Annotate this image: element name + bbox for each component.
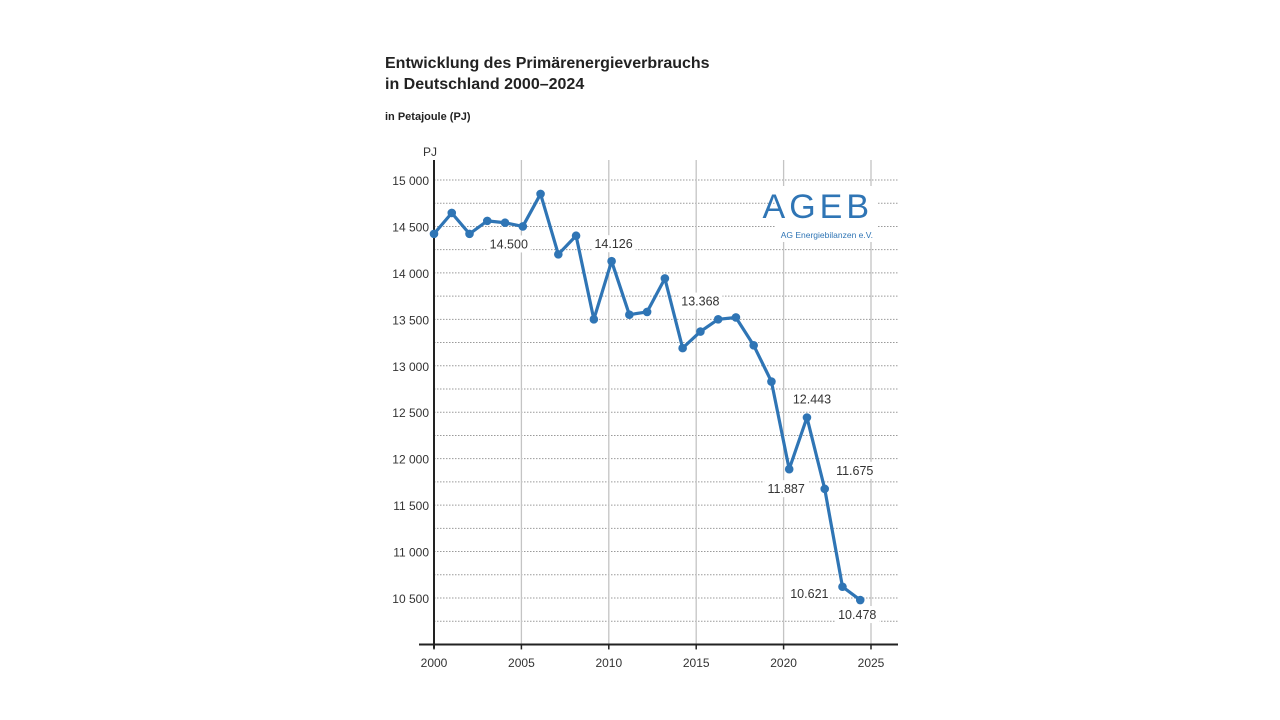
y-tick-label: 12 000 <box>392 453 429 467</box>
y-tick-label: 13 000 <box>392 360 429 374</box>
data-label-background <box>764 480 809 498</box>
data-point-2000 <box>429 229 439 239</box>
data-label-2005: 14.500 <box>490 237 528 251</box>
data-point-2012 <box>642 307 652 317</box>
y-tick-label: 10 500 <box>392 592 429 606</box>
data-point-2016 <box>713 315 723 324</box>
data-label-background <box>784 584 829 602</box>
chart-title: Entwicklung des Primärenergieverbrauchs … <box>385 53 710 95</box>
data-point-2019 <box>767 377 776 386</box>
data-point-2021 <box>802 413 812 422</box>
logo-background <box>776 186 878 242</box>
data-point-2009 <box>589 315 599 324</box>
data-label-2020: 11.887 <box>768 482 805 496</box>
x-tick-label: 2005 <box>508 656 535 670</box>
y-tick-label: 12 500 <box>392 406 429 420</box>
data-label-background <box>591 235 636 253</box>
data-point-2010 <box>607 256 616 266</box>
x-tick-label: 2000 <box>421 656 448 670</box>
data-point-2014 <box>678 343 687 353</box>
title-line-1: Entwicklung des Primärenergieverbrauchs <box>385 55 710 72</box>
data-point-2020 <box>784 464 794 474</box>
data-point-2015 <box>696 327 705 336</box>
data-point-2018 <box>749 341 758 350</box>
ageb-logo: AGEB <box>763 188 873 226</box>
data-point-2003 <box>482 216 492 226</box>
data-point-2005 <box>518 222 528 231</box>
x-tick-label: 2020 <box>770 656 797 670</box>
data-point-2007 <box>554 250 563 259</box>
x-tick-label: 2010 <box>595 656 622 670</box>
ageb-logo-subtext: AG Energiebilanzen e.V. <box>781 230 873 240</box>
data-label-2023: 10.621 <box>790 587 828 601</box>
data-point-2024 <box>855 595 865 605</box>
data-point-2002 <box>465 229 474 239</box>
data-point-2008 <box>571 231 581 241</box>
data-point-2006 <box>536 189 545 199</box>
y-tick-label: 15 000 <box>392 174 429 188</box>
x-tick-label: 2015 <box>683 656 710 670</box>
data-label-background <box>835 606 880 624</box>
data-label-background <box>789 390 834 408</box>
data-point-2004 <box>500 218 510 228</box>
y-axis-unit-label: PJ <box>423 145 437 159</box>
data-label-2021: 12.443 <box>793 393 831 407</box>
data-label-2015: 13.368 <box>681 295 719 309</box>
data-point-2011 <box>625 310 634 319</box>
data-label-2022: 11.675 <box>836 464 873 478</box>
data-label-background <box>832 461 877 479</box>
y-tick-label: 11 500 <box>393 499 429 513</box>
y-tick-label: 14 500 <box>392 220 429 234</box>
y-tick-label: 13 500 <box>392 313 429 327</box>
y-tick-label: 14 000 <box>392 267 429 281</box>
chart-subtitle: in Petajoule (PJ) <box>385 111 471 123</box>
x-tick-label: 2025 <box>858 656 885 670</box>
data-point-2023 <box>838 582 847 592</box>
data-label-2024: 10.478 <box>838 608 876 622</box>
data-point-2017 <box>731 313 741 322</box>
data-point-2001 <box>447 208 457 218</box>
title-line-2: in Deutschland 2000–2024 <box>385 76 585 93</box>
y-tick-label: 11 000 <box>393 546 429 560</box>
data-label-background <box>678 292 723 310</box>
data-point-2022 <box>820 484 830 494</box>
data-point-2013 <box>660 274 670 283</box>
data-label-2010: 14.126 <box>594 237 632 251</box>
data-label-background <box>486 235 531 253</box>
